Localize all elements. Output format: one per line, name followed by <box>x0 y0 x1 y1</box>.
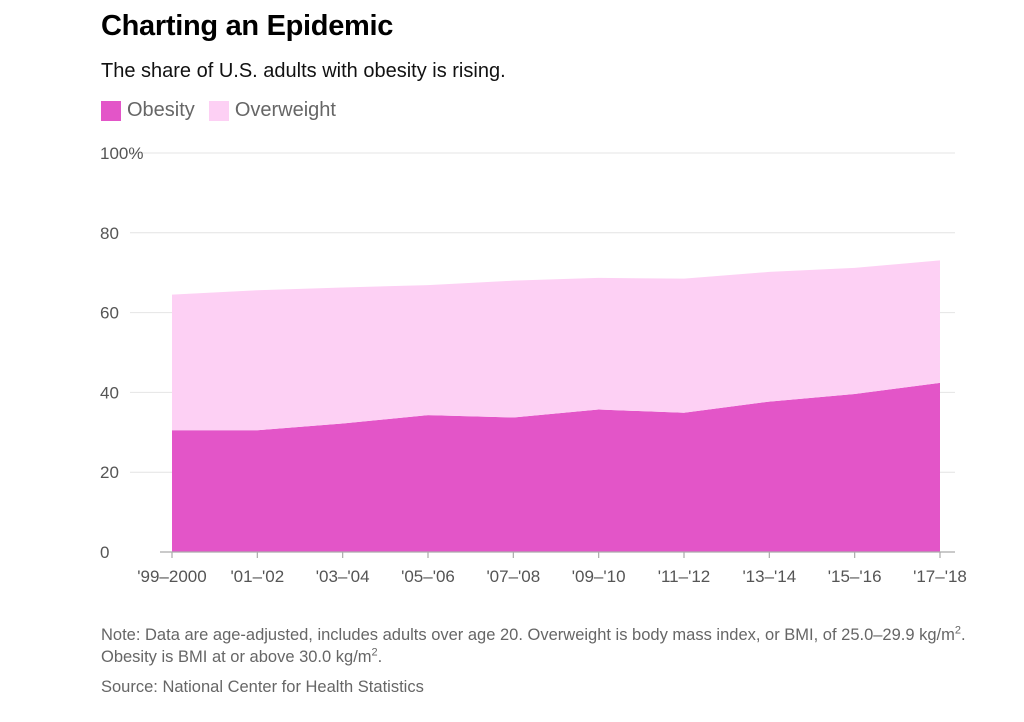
chart-title: Charting an Epidemic <box>101 10 394 42</box>
note-superscript-1: 2 <box>954 624 962 637</box>
legend-label-obesity: Obesity <box>127 99 195 121</box>
y-tick-label: 60 <box>100 304 119 323</box>
note-text-3: . <box>377 648 383 666</box>
x-tick-label: '09–'10 <box>572 567 626 586</box>
chart-legend: Obesity Overweight <box>101 99 350 122</box>
legend-item-overweight: Overweight <box>208 99 336 122</box>
y-tick-label: 20 <box>100 463 119 482</box>
area-obesity <box>172 382 940 552</box>
legend-label-overweight: Overweight <box>234 99 336 121</box>
chart-areas <box>172 260 940 552</box>
legend-item-obesity: Obesity <box>101 99 195 122</box>
y-tick-label: 40 <box>100 383 119 402</box>
chart-note: Note: Data are age-adjusted, includes ad… <box>101 624 1001 668</box>
chart-subtitle: The share of U.S. adults with obesity is… <box>101 60 506 82</box>
note-text-1: Note: Data are age-adjusted, includes ad… <box>101 626 955 644</box>
chart-source: Source: National Center for Health Stati… <box>101 678 424 696</box>
x-tick-label: '05–'06 <box>401 567 455 586</box>
y-tick-label: 100% <box>100 144 143 163</box>
note-superscript-2: 2 <box>371 646 378 659</box>
note-text-2: . Obesity is BMI at or above 30.0 kg/m <box>101 626 966 666</box>
x-tick-label: '99–2000 <box>137 567 206 586</box>
x-tick-label: '07–'08 <box>486 567 540 586</box>
area-overweight <box>172 260 940 431</box>
x-tick-label: '11–'12 <box>658 567 711 586</box>
y-tick-label: 80 <box>100 224 119 243</box>
x-tick-label: '03–'04 <box>316 567 370 586</box>
y-tick-label: 0 <box>100 543 109 562</box>
x-tick-label: '13–'14 <box>742 567 796 586</box>
x-tick-label: '01–'02 <box>230 567 284 586</box>
x-tick-label: '17–'18 <box>913 567 967 586</box>
chart-axes: 0 20 40 60 80 100% '99–2000 '01–'02 '03–'04 '05–'… <box>100 144 967 586</box>
x-tick-label: '15–'16 <box>828 567 882 586</box>
legend-swatch-obesity <box>101 100 121 121</box>
legend-swatch-overweight <box>208 100 229 121</box>
